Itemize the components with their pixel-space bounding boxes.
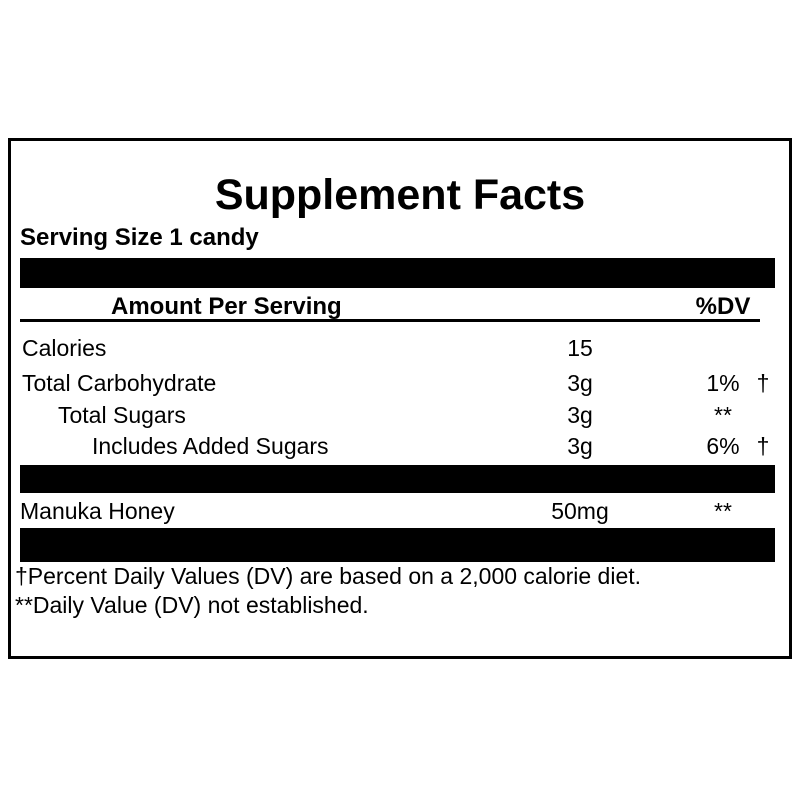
column-header-row: Amount Per Serving %DV [11,294,789,320]
serving-size-text: Serving Size 1 candy [20,224,259,251]
nutrient-amount: 3g [567,402,593,428]
nutrient-name: Calories [22,335,107,361]
ingredient-row-manuka-honey: Manuka Honey 50mg ** [11,498,789,524]
panel-title: Supplement Facts [214,171,586,219]
header-underline [20,319,760,322]
supplement-facts-panel: Supplement Facts Serving Size 1 candy Am… [8,138,792,659]
nutrient-name: Total Carbohydrate [22,370,217,396]
nutrient-row-total-sugars: Total Sugars 3g ** [11,402,789,428]
separator-bar-bottom [20,528,775,562]
nutrient-row-added-sugars: Includes Added Sugars 3g 6% † [11,433,789,459]
nutrient-name: Includes Added Sugars [92,433,329,459]
nutrient-dv: 1% [706,370,740,396]
dagger-symbol: † [756,370,770,396]
dagger-symbol: † [756,433,770,459]
nutrient-row-total-carbohydrate: Total Carbohydrate 3g 1% † [11,370,789,396]
nutrient-name: Total Sugars [58,402,186,428]
separator-bar-middle [20,465,775,493]
amount-per-serving-header: Amount Per Serving [111,293,342,320]
nutrient-amount: 3g [567,433,593,459]
nutrient-dv: ** [714,402,732,428]
nutrient-amount: 3g [567,370,593,396]
nutrient-row-calories: Calories 15 [11,335,789,361]
dv-header: %DV [695,293,751,320]
footnote-dv-not-established: **Daily Value (DV) not established. [15,592,369,618]
ingredient-amount: 50mg [551,498,609,524]
separator-bar-top [20,258,775,288]
ingredient-dv: ** [714,498,732,524]
nutrient-dv: 6% [706,433,740,459]
nutrient-amount: 15 [567,335,593,361]
ingredient-name: Manuka Honey [20,498,175,524]
footnote-daily-values: †Percent Daily Values (DV) are based on … [15,563,642,589]
